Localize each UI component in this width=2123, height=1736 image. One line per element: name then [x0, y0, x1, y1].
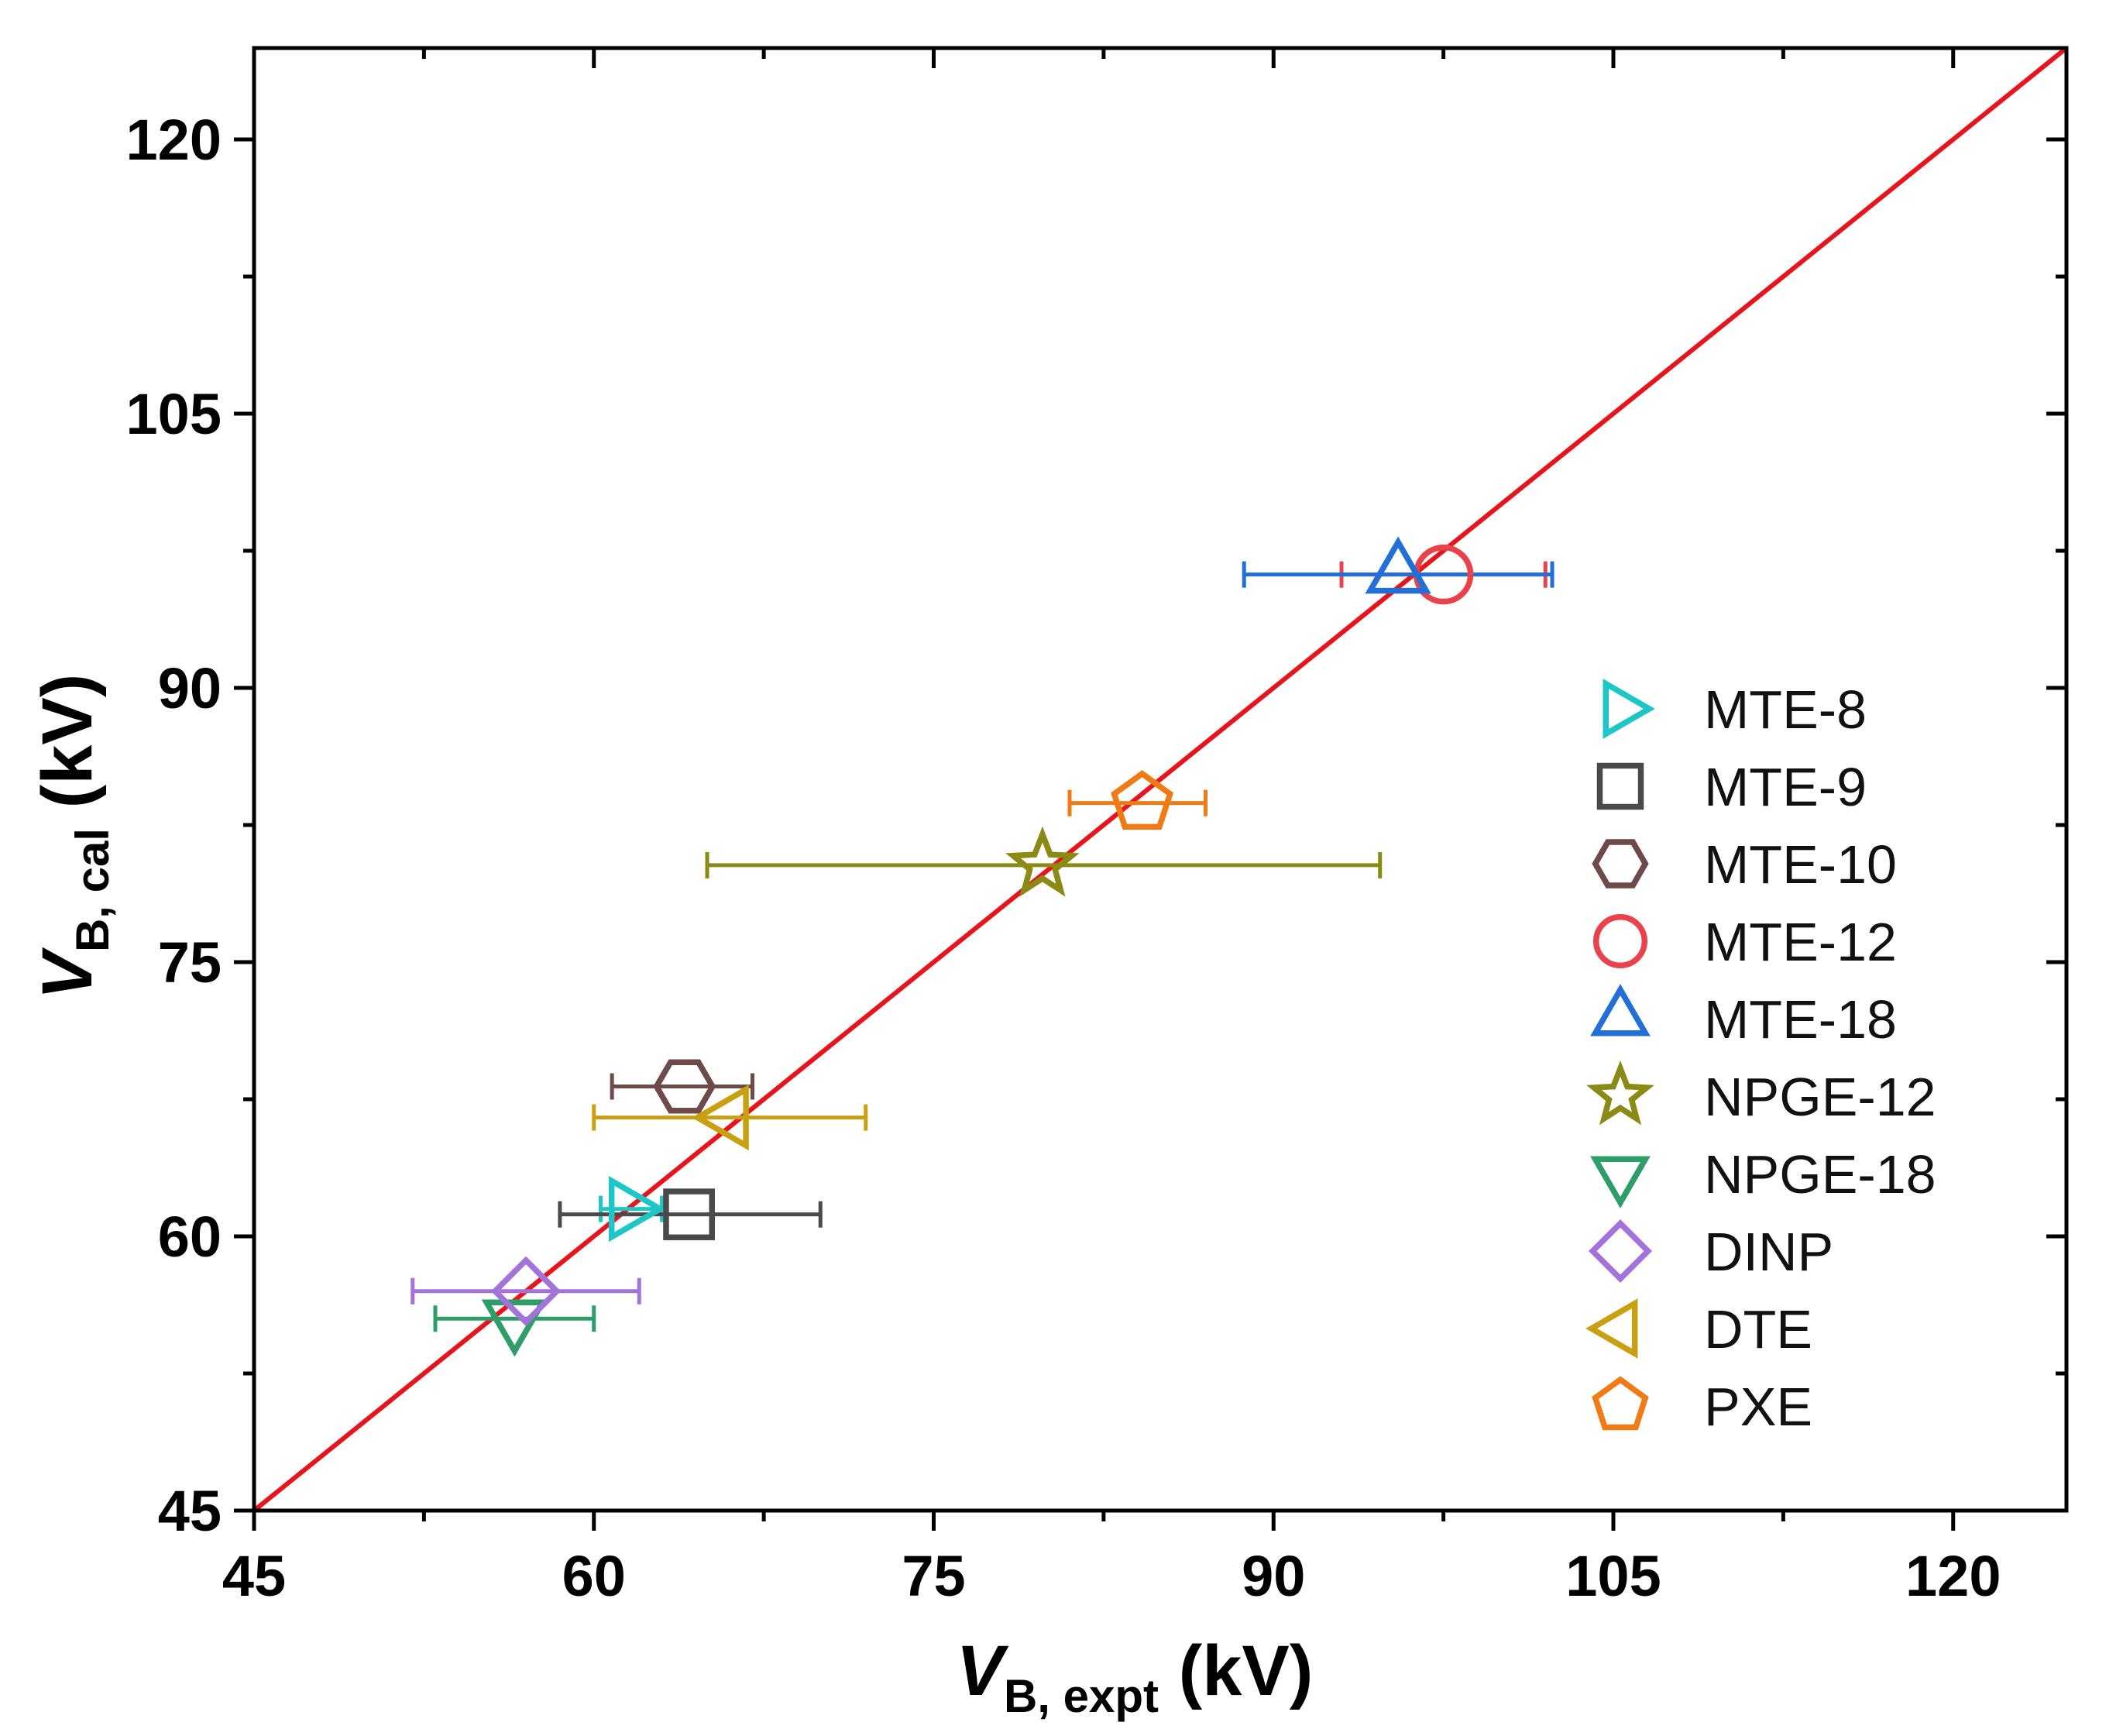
legend: MTE-8 MTE-9 MTE-10 MTE-12 MTE-18 NPGE-12 NPGE-… [1585, 679, 1936, 1437]
legend-label-dte: DTE [1704, 1299, 1812, 1360]
data-point-npge-12 [1005, 826, 1080, 897]
legend-marker-dinp [1588, 1219, 1653, 1284]
legend-marker-mte-12 [1592, 913, 1648, 969]
reference-line-layer [252, 46, 2068, 1513]
data-point-pxe [1111, 770, 1174, 830]
x-axis-title-subscript: B, expt [1004, 1670, 1159, 1722]
y-tick-label: 60 [158, 1205, 222, 1269]
x-tick-label: 120 [1905, 1544, 2001, 1608]
legend-item-npge-12: NPGE-12 [1586, 1060, 1936, 1127]
legend-label-mte-10: MTE-10 [1704, 834, 1897, 895]
error-bar-pxe [1067, 789, 1207, 816]
legend-marker-pxe [1592, 1376, 1649, 1431]
legend-marker-mte-9 [1596, 762, 1644, 810]
legend-label-dinp: DINP [1704, 1222, 1833, 1282]
x-tick-label: 45 [222, 1544, 286, 1608]
legend-label-npge-12: NPGE-12 [1704, 1067, 1936, 1127]
y-tick-label: 105 [126, 382, 222, 446]
legend-marker-npge-12 [1586, 1060, 1654, 1126]
legend-label-mte-18: MTE-18 [1704, 989, 1897, 1050]
data-point-mte-18 [1365, 536, 1431, 594]
x-axis-title-symbol: V [957, 1631, 1009, 1710]
legend-item-dinp: DINP [1588, 1219, 1833, 1284]
error-bar-dinp [411, 1277, 641, 1305]
legend-label-mte-8: MTE-8 [1704, 679, 1867, 740]
legend-item-mte-10: MTE-10 [1592, 834, 1897, 895]
legend-label-mte-9: MTE-9 [1704, 757, 1867, 817]
legend-marker-npge-18 [1590, 1156, 1651, 1208]
legend-label-mte-12: MTE-12 [1704, 912, 1897, 972]
legend-item-mte-9: MTE-9 [1596, 757, 1867, 817]
legend-marker-mte-8 [1603, 679, 1655, 739]
x-tick-label: 75 [902, 1544, 965, 1608]
x-tick-label: 105 [1565, 1544, 1661, 1608]
y-axis-title: VB, cal (kV) [28, 674, 119, 1000]
error-bar-mte-10 [610, 1073, 754, 1100]
y-tick-label: 75 [158, 930, 222, 995]
legend-marker-dte [1585, 1298, 1638, 1359]
x-axis-title: VB, expt (kV) [957, 1631, 1314, 1722]
error-bars-layer [411, 561, 1554, 1332]
legend-item-npge-18: NPGE-18 [1590, 1144, 1936, 1208]
x-tick-label: 90 [1242, 1544, 1305, 1608]
legend-item-dte: DTE [1585, 1298, 1812, 1360]
y-axis-title-unit: (kV) [28, 674, 107, 828]
data-point-dte [692, 1084, 749, 1151]
legend-marker-mte-10 [1592, 839, 1649, 889]
error-bar-dte [592, 1104, 868, 1131]
data-point-mte-9 [663, 1188, 715, 1241]
legend-item-pxe: PXE [1592, 1376, 1812, 1437]
x-axis-title-unit: (kV) [1159, 1631, 1313, 1710]
legend-item-mte-18: MTE-18 [1590, 984, 1897, 1050]
x-tick-label: 60 [562, 1544, 626, 1608]
markers-layer [481, 536, 1474, 1357]
error-bar-npge-12 [705, 851, 1383, 878]
error-bar-npge-18 [433, 1305, 596, 1332]
legend-marker-mte-18 [1590, 984, 1651, 1036]
legend-item-mte-8: MTE-8 [1603, 679, 1867, 740]
axes-layer: 45 60 75 90 105 120 45 60 75 90 105 120 [126, 46, 2069, 1608]
y-tick-label: 120 [126, 108, 222, 172]
y-axis-title-subscript: B, cal [67, 828, 119, 952]
data-point-npge-18 [481, 1299, 548, 1357]
y-axis-title-symbol: V [28, 947, 107, 999]
error-bar-mte-18 [1242, 561, 1554, 588]
data-point-mte-10 [653, 1059, 716, 1114]
error-bar-mte-9 [558, 1201, 823, 1228]
y-tick-label: 45 [158, 1479, 222, 1543]
legend-label-pxe: PXE [1704, 1377, 1812, 1437]
y-tick-label: 90 [158, 656, 222, 720]
data-point-mte-8 [608, 1175, 666, 1243]
data-point-dinp [490, 1256, 562, 1327]
plot-frame [252, 46, 2069, 1513]
legend-label-npge-18: NPGE-18 [1704, 1144, 1936, 1205]
legend-item-mte-12: MTE-12 [1592, 912, 1897, 972]
reference-line-y-equals-x [252, 46, 2068, 1513]
